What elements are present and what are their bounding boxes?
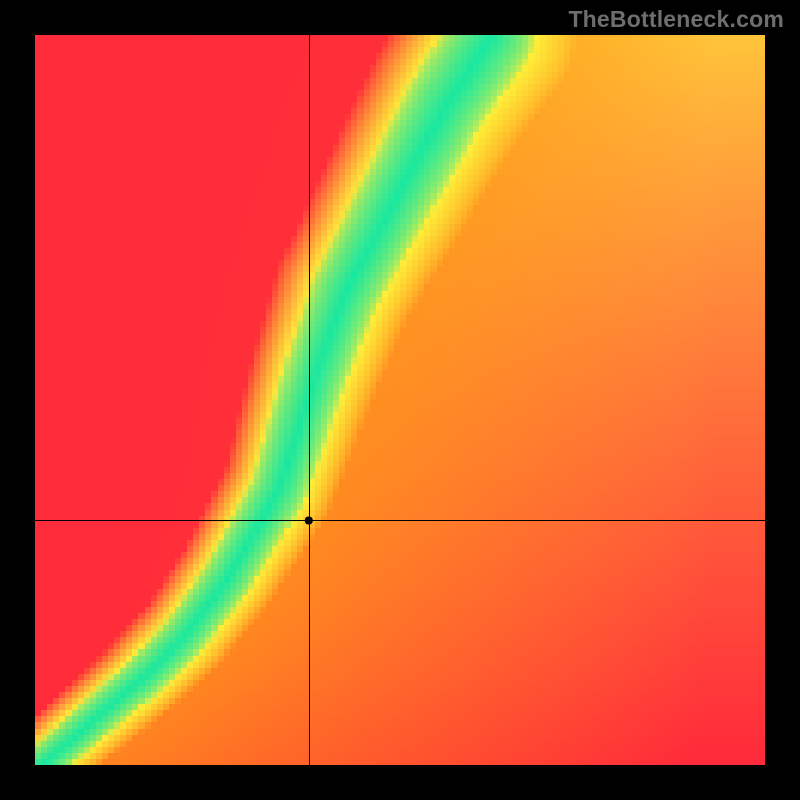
heatmap-canvas — [0, 0, 800, 800]
chart-root: { "watermark": { "text": "TheBottleneck.… — [0, 0, 800, 800]
watermark-text: TheBottleneck.com — [568, 6, 784, 33]
